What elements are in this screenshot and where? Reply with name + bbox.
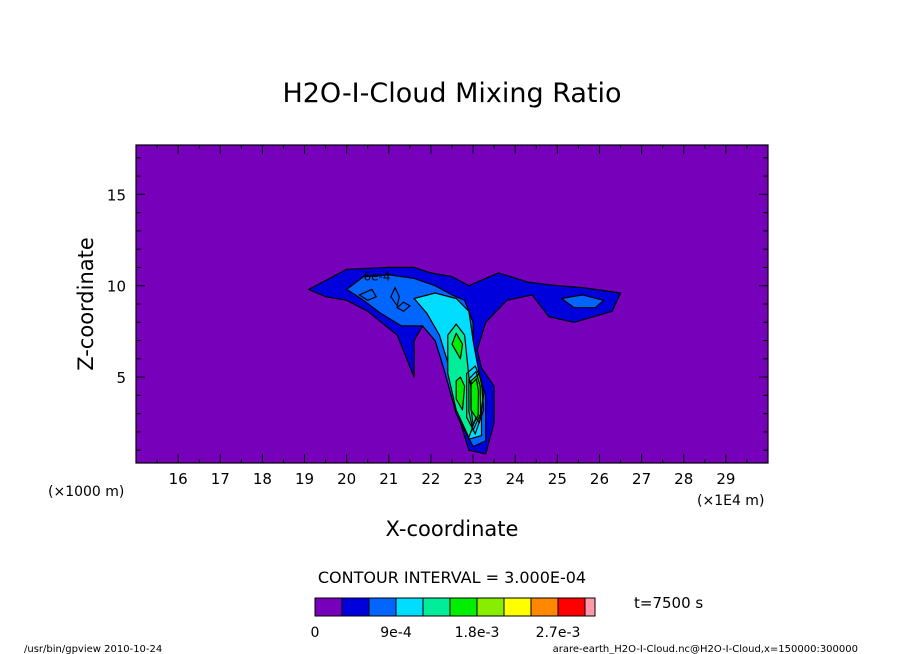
colorbar-cell [476, 597, 505, 617]
colorbar-cell [341, 597, 370, 617]
footer-right: arare-earth_H2O-I-Cloud.nc@H2O-I-Cloud,x… [553, 644, 858, 654]
colorbar [314, 597, 596, 617]
cloud-region-2-2 [560, 294, 605, 309]
colorbar-cell [395, 597, 424, 617]
colorbar-labels: 0 9e-4 1.8e-3 2.7e-3 [311, 625, 581, 641]
cloud-region-5-6 [455, 376, 466, 411]
x-axis-label: X-coordinate [386, 517, 519, 541]
colorbar-cell [314, 597, 343, 617]
contour-line [396, 301, 411, 313]
colorbar-cell [584, 597, 596, 617]
x-unit-note: (×1E4 m) [697, 493, 764, 509]
colorbar-cell [557, 597, 586, 617]
x-tick-label: 24 [506, 470, 525, 488]
x-tick-label: 21 [379, 470, 398, 488]
x-tick-label: 27 [632, 470, 651, 488]
cloud-region-5-5 [451, 332, 464, 360]
contour-line [390, 286, 400, 308]
z-tick-label: 15 [107, 186, 126, 204]
x-tick-label: 25 [548, 470, 567, 488]
colorbar-cell [449, 597, 478, 617]
time-stamp: t=7500 s [634, 594, 703, 612]
z-unit-note: (×1000 m) [48, 484, 124, 500]
z-axis-label: Z-coordinate [74, 237, 98, 371]
x-tick-label: 16 [169, 470, 188, 488]
x-tick-label: 18 [253, 470, 272, 488]
x-tick-label: 17 [211, 470, 230, 488]
x-tick-label: 23 [464, 470, 483, 488]
x-tick-label: 26 [590, 470, 609, 488]
colorbar-cell [422, 597, 451, 617]
contour-line [470, 377, 480, 427]
footer-left: /usr/bin/gpview 2010-10-24 [24, 644, 162, 654]
contour-interval: CONTOUR INTERVAL = 3.000E-04 [318, 568, 586, 587]
chart-title: H2O-I-Cloud Mixing Ratio [282, 78, 621, 109]
x-tick-label: 28 [674, 470, 693, 488]
x-axis: 16 17 18 19 20 21 22 23 24 25 26 27 28 29 [135, 145, 769, 488]
z-axis: 5 10 15 [107, 157, 768, 451]
colorbar-cell [368, 597, 397, 617]
colorbar-label: 1.8e-3 [455, 625, 500, 641]
contour-line [358, 288, 378, 301]
x-tick-label: 22 [421, 470, 440, 488]
contour-label: 6e-4 [364, 270, 391, 284]
contour-line [468, 370, 482, 432]
colorbar-label: 0 [311, 625, 320, 641]
x-tick-label: 20 [337, 470, 356, 488]
colorbar-label: 9e-4 [380, 625, 412, 641]
z-tick-label: 10 [107, 278, 126, 296]
x-tick-label: 29 [716, 470, 735, 488]
z-tick-label: 5 [116, 369, 126, 387]
x-tick-label: 19 [295, 470, 314, 488]
colorbar-cell [503, 597, 532, 617]
plot-area: 6e-4 [135, 144, 769, 464]
colorbar-label: 2.7e-3 [536, 625, 581, 641]
colorbar-cell [530, 597, 559, 617]
contour-line [466, 365, 485, 436]
